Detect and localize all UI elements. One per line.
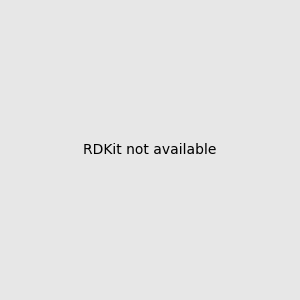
Text: RDKit not available: RDKit not available [83, 143, 217, 157]
